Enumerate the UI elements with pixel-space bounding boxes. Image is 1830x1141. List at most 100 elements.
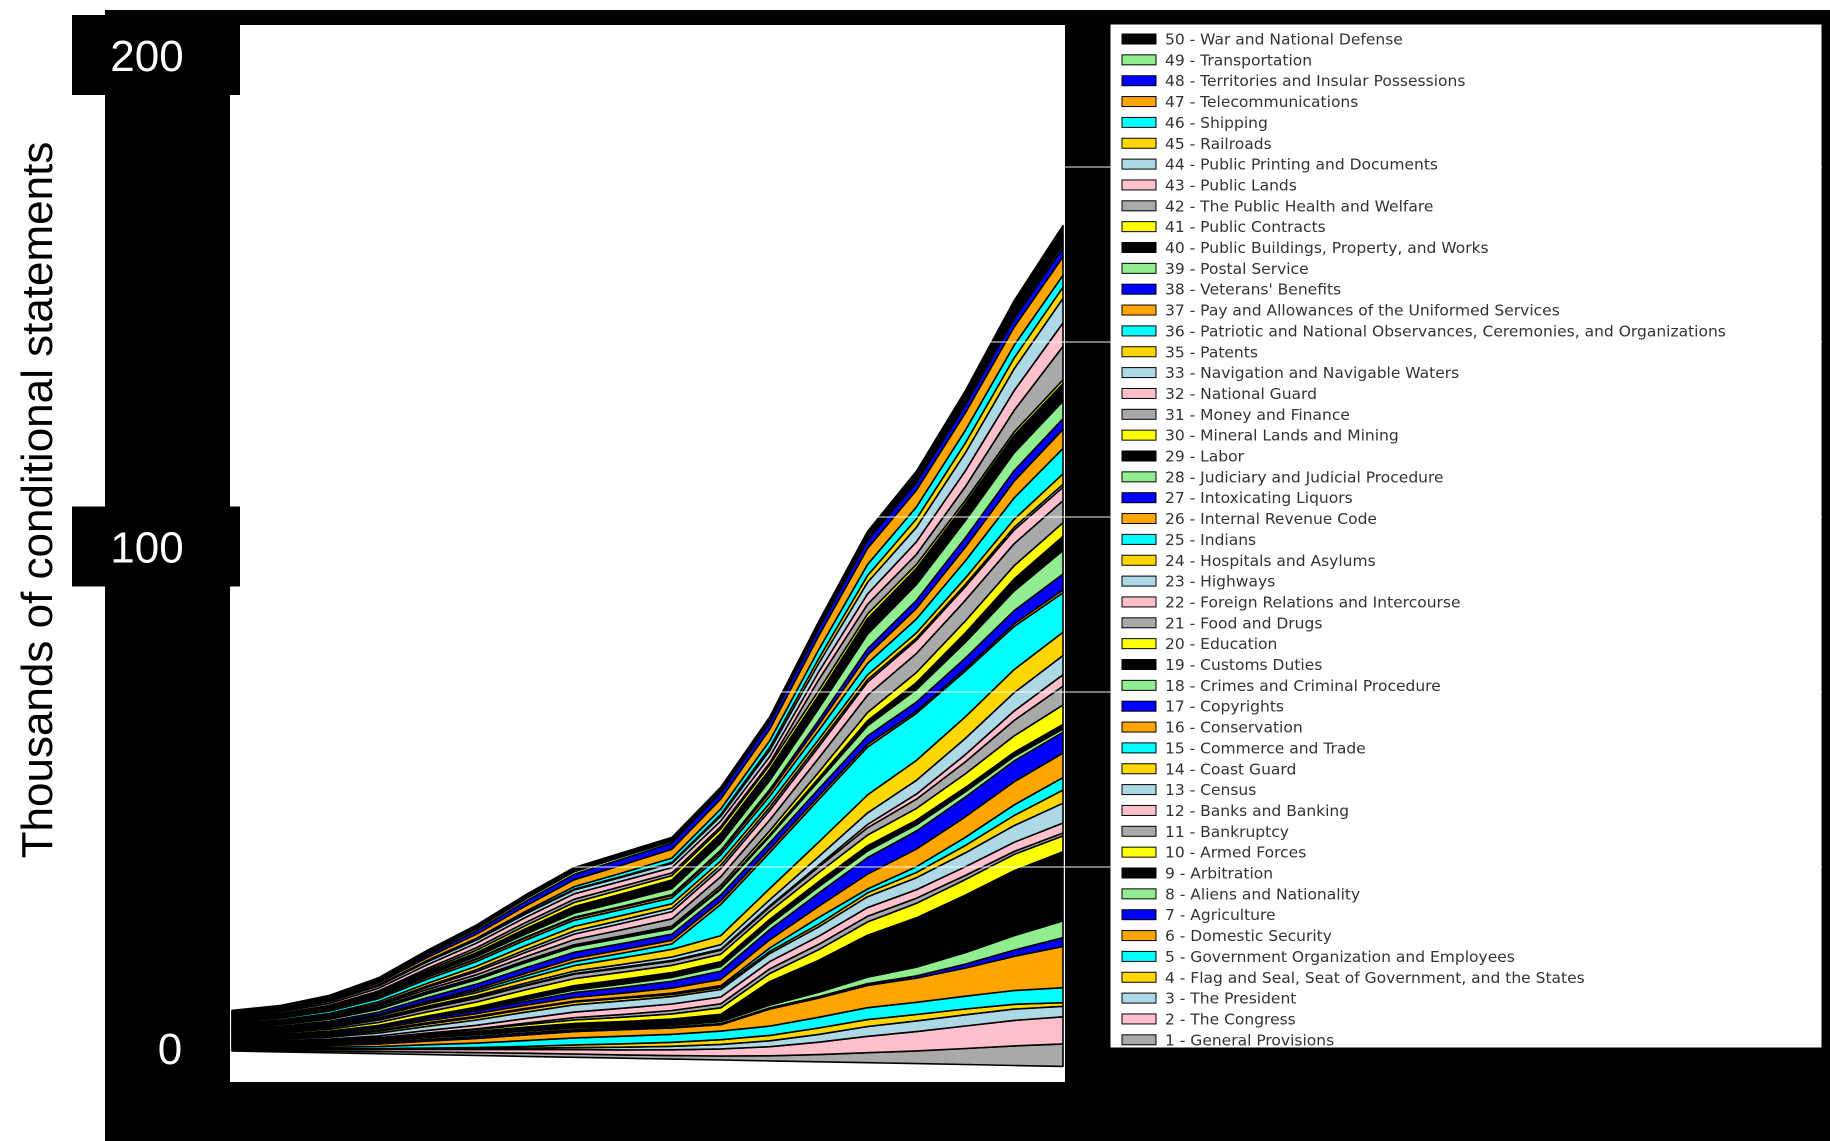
legend-swatch [1121, 54, 1157, 66]
legend-swatch [1121, 346, 1157, 358]
gridlines [230, 166, 1822, 868]
legend-swatch [1121, 596, 1157, 608]
legend-label: 37 - Pay and Allowances of the Uniformed… [1165, 302, 1560, 320]
legend-label: 23 - Highways [1165, 573, 1275, 591]
legend-label: 26 - Internal Revenue Code [1165, 510, 1377, 528]
legend-swatch [1121, 1034, 1157, 1046]
legend-label: 17 - Copyrights [1165, 698, 1284, 716]
legend-swatch [1121, 679, 1157, 691]
legend-label: 46 - Shipping [1165, 114, 1268, 132]
legend-label: 30 - Mineral Lands and Mining [1165, 427, 1399, 445]
legend-swatch [1121, 763, 1157, 775]
legend-swatch [1121, 742, 1157, 754]
legend-swatch [1121, 387, 1157, 399]
legend-swatch [1121, 492, 1157, 504]
legend-label: 10 - Armed Forces [1165, 844, 1306, 862]
legend-swatch [1121, 804, 1157, 816]
legend-swatch [1121, 513, 1157, 525]
bottom-band [230, 1082, 1065, 1141]
legend-swatch [1121, 554, 1157, 566]
legend-label: 12 - Banks and Banking [1165, 802, 1349, 820]
legend-swatch [1121, 659, 1157, 670]
legend-swatch [1121, 638, 1157, 650]
legend-swatch [1121, 992, 1157, 1004]
legend-swatch [1121, 96, 1157, 108]
legend-label: 36 - Patriotic and National Observances,… [1165, 322, 1726, 340]
legend-swatch [1121, 533, 1157, 545]
legend-label: 5 - Government Organization and Employee… [1165, 948, 1515, 966]
legend-label: 20 - Education [1165, 635, 1277, 653]
legend-label: 38 - Veterans' Benefits [1165, 281, 1341, 299]
legend-swatch [1121, 909, 1157, 921]
legend-swatch [1121, 221, 1157, 233]
legend-swatch [1121, 721, 1157, 733]
legend-label: 45 - Railroads [1165, 135, 1272, 153]
legend-label: 49 - Transportation [1165, 51, 1312, 69]
legend-label: 24 - Hospitals and Asylums [1165, 552, 1376, 570]
legend-swatch [1121, 242, 1157, 253]
legend-swatch [1121, 471, 1157, 483]
legend-swatch [1121, 700, 1157, 712]
legend-swatch [1121, 617, 1157, 629]
legend-label: 32 - National Guard [1165, 385, 1317, 403]
legend-label: 31 - Money and Finance [1165, 406, 1350, 424]
legend-swatch [1121, 846, 1157, 858]
legend-label: 48 - Territories and Insular Possessions [1165, 72, 1465, 90]
legend-label: 40 - Public Buildings, Property, and Wor… [1165, 239, 1489, 257]
legend-label: 6 - Domestic Security [1165, 927, 1332, 945]
legend-swatch [1121, 325, 1157, 337]
legend-swatch [1121, 158, 1157, 170]
legend-label: 39 - Postal Service [1165, 260, 1309, 278]
legend-label: 2 - The Congress [1165, 1010, 1296, 1028]
legend-label: 13 - Census [1165, 781, 1256, 799]
tick-box-100 [72, 506, 240, 587]
legend: 50 - War and National Defense 49 - Transp… [1121, 31, 1726, 1049]
legend-swatch [1121, 200, 1157, 212]
stacked-area-layers [231, 224, 1064, 1068]
legend-label: 50 - War and National Defense [1165, 31, 1403, 49]
legend-swatch [1121, 825, 1157, 837]
area-layer-49 [231, 224, 1064, 1013]
legend-swatch [1121, 116, 1157, 128]
legend-label: 29 - Labor [1165, 448, 1245, 466]
legend-swatch [1121, 784, 1157, 796]
legend-swatch [1121, 408, 1157, 420]
legend-swatch [1121, 1013, 1157, 1025]
legend-label: 25 - Indians [1165, 531, 1256, 549]
legend-label: 35 - Patents [1165, 343, 1258, 361]
legend-swatch [1121, 179, 1157, 191]
y-tick-label-0: 0 [158, 1025, 182, 1074]
legend-label: 44 - Public Printing and Documents [1165, 156, 1438, 174]
legend-swatch [1121, 75, 1157, 87]
legend-label: 41 - Public Contracts [1165, 218, 1326, 236]
legend-swatch [1121, 137, 1157, 149]
y-tick-label-100: 100 [110, 524, 183, 573]
legend-label: 47 - Telecommunications [1165, 93, 1358, 111]
legend-label: 33 - Navigation and Navigable Waters [1165, 364, 1459, 382]
legend-label: 27 - Intoxicating Liquors [1165, 489, 1353, 507]
legend-swatch [1121, 33, 1157, 45]
legend-label: 43 - Public Lands [1165, 176, 1297, 194]
y-axis-label: Thousands of conditional statements [13, 142, 62, 859]
legend-label: 1 - General Provisions [1165, 1031, 1334, 1049]
legend-label: 16 - Conservation [1165, 719, 1303, 737]
legend-swatch [1121, 930, 1157, 942]
legend-label: 22 - Foreign Relations and Intercourse [1165, 593, 1461, 611]
tick-box-200 [72, 15, 240, 95]
legend-label: 18 - Crimes and Criminal Procedure [1165, 677, 1441, 695]
legend-swatch [1121, 262, 1157, 274]
legend-swatch [1121, 888, 1157, 900]
legend-label: 4 - Flag and Seal, Seat of Government, a… [1165, 969, 1585, 987]
legend-swatch [1121, 283, 1157, 295]
y-axis-ticks: 0 100 200 [72, 15, 240, 1074]
legend-swatch [1121, 950, 1157, 962]
legend-swatch [1121, 575, 1157, 587]
legend-swatch [1121, 304, 1157, 316]
legend-label: 14 - Coast Guard [1165, 760, 1296, 778]
legend-label: 9 - Arbitration [1165, 865, 1273, 883]
legend-label: 15 - Commerce and Trade [1165, 739, 1366, 757]
legend-label: 19 - Customs Duties [1165, 656, 1322, 674]
legend-label: 3 - The President [1165, 990, 1296, 1008]
legend-swatch [1121, 429, 1157, 441]
